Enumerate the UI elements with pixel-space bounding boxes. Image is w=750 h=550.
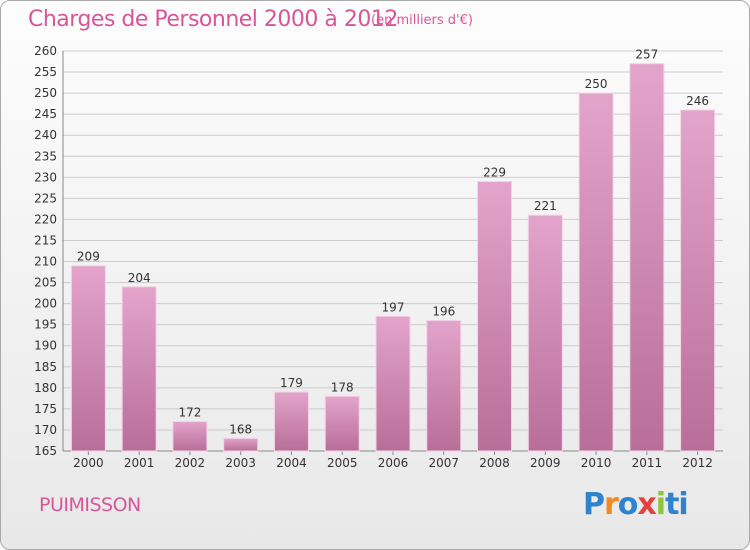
y-tick-label: 190 bbox=[34, 339, 57, 353]
bar-2012 bbox=[680, 109, 716, 452]
bar-2011 bbox=[629, 63, 665, 452]
value-label-2006: 197 bbox=[382, 300, 405, 314]
value-label-2008: 229 bbox=[483, 166, 506, 180]
y-tick-label: 215 bbox=[34, 233, 57, 247]
y-tick-label: 230 bbox=[34, 170, 57, 184]
x-tick-label-2011: 2011 bbox=[632, 456, 663, 470]
x-tick-label-2009: 2009 bbox=[530, 456, 561, 470]
y-tick-label: 170 bbox=[34, 423, 57, 437]
value-label-2010: 250 bbox=[585, 77, 608, 91]
commune-name: PUIMISSON bbox=[39, 494, 141, 516]
chart-subtitle: (en milliers d'€) bbox=[371, 13, 473, 28]
y-tick-label: 175 bbox=[34, 402, 57, 416]
value-label-2012: 246 bbox=[686, 94, 709, 108]
x-tick-label-2006: 2006 bbox=[378, 456, 409, 470]
y-tick-label: 245 bbox=[34, 107, 57, 121]
y-tick-label: 180 bbox=[34, 381, 57, 395]
bar-2003 bbox=[223, 437, 259, 452]
y-tick-label: 195 bbox=[34, 318, 57, 332]
x-tick-label-2002: 2002 bbox=[175, 456, 206, 470]
x-tick-label-2012: 2012 bbox=[682, 456, 713, 470]
x-tick-label-2008: 2008 bbox=[479, 456, 510, 470]
y-tick-label: 235 bbox=[34, 149, 57, 163]
x-tick-label-2000: 2000 bbox=[73, 456, 104, 470]
x-tick-label-2005: 2005 bbox=[327, 456, 358, 470]
bars bbox=[70, 63, 716, 452]
bar-2000 bbox=[70, 265, 106, 452]
y-tick-label: 260 bbox=[34, 44, 57, 58]
bar-2008 bbox=[477, 181, 513, 452]
y-tick-label: 200 bbox=[34, 297, 57, 311]
y-tick-label: 240 bbox=[34, 128, 57, 142]
bar-2001 bbox=[121, 286, 157, 452]
value-label-2009: 221 bbox=[534, 199, 557, 213]
value-label-2002: 172 bbox=[178, 406, 201, 420]
x-tick-label-2004: 2004 bbox=[276, 456, 307, 470]
bar-2006 bbox=[375, 315, 411, 452]
x-tick-label-2007: 2007 bbox=[428, 456, 459, 470]
bar-2007 bbox=[426, 319, 462, 452]
y-tick-label: 250 bbox=[34, 86, 57, 100]
value-label-2005: 178 bbox=[331, 380, 354, 394]
y-tick-label: 185 bbox=[34, 360, 57, 374]
y-tick-label: 210 bbox=[34, 255, 57, 269]
chart-title: Charges de Personnel 2000 à 2012 bbox=[28, 7, 398, 32]
bar-2002 bbox=[172, 421, 208, 452]
value-label-2003: 168 bbox=[229, 422, 252, 436]
bar-2009 bbox=[527, 214, 563, 452]
value-label-2011: 257 bbox=[635, 48, 658, 62]
bar-2004 bbox=[273, 391, 309, 452]
value-label-2001: 204 bbox=[128, 271, 151, 285]
x-tick-label-2001: 2001 bbox=[124, 456, 155, 470]
y-tick-label: 225 bbox=[34, 191, 57, 205]
x-tick-label-2003: 2003 bbox=[225, 456, 256, 470]
y-tick-label: 205 bbox=[34, 276, 57, 290]
labels: 165 170 175 180 185 190 195 200 205 210 215 220 225 2… bbox=[34, 44, 713, 470]
bar-2005 bbox=[324, 395, 360, 452]
y-tick-label: 220 bbox=[34, 212, 57, 226]
y-tick-label: 165 bbox=[34, 444, 57, 458]
y-tick-label: 255 bbox=[34, 65, 57, 79]
proxiti-logo: Proxiti bbox=[583, 487, 689, 522]
bar-2010 bbox=[578, 92, 614, 452]
x-tick-label-2010: 2010 bbox=[581, 456, 612, 470]
value-label-2000: 209 bbox=[77, 250, 100, 264]
value-label-2004: 179 bbox=[280, 376, 303, 390]
value-label-2007: 196 bbox=[432, 304, 455, 318]
